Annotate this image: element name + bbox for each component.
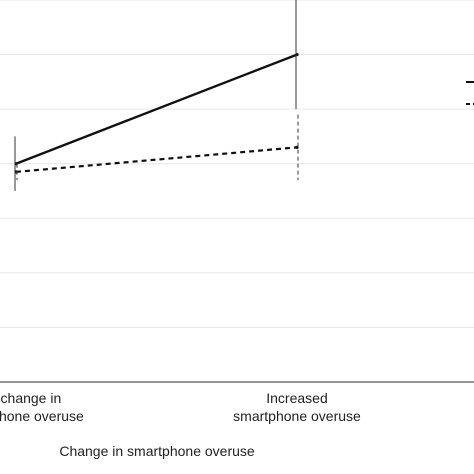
series-group (14, 52, 299, 174)
grid-lines (0, 0, 474, 328)
series-line-solid (15, 53, 298, 165)
x-tick-label-0-line-1: No change in (0, 390, 61, 406)
x-axis-title: Change in smartphone overuse (59, 443, 255, 459)
x-tick-label-1-line-1: Increased (266, 390, 327, 406)
x-tick-label-1-line-2: smartphone overuse (233, 408, 361, 424)
series-line-dashed (15, 146, 298, 173)
legend-clipped (466, 81, 474, 105)
x-tick-label-0-line-2: smartphone overuse (0, 408, 84, 424)
error-bars (14, 0, 299, 191)
